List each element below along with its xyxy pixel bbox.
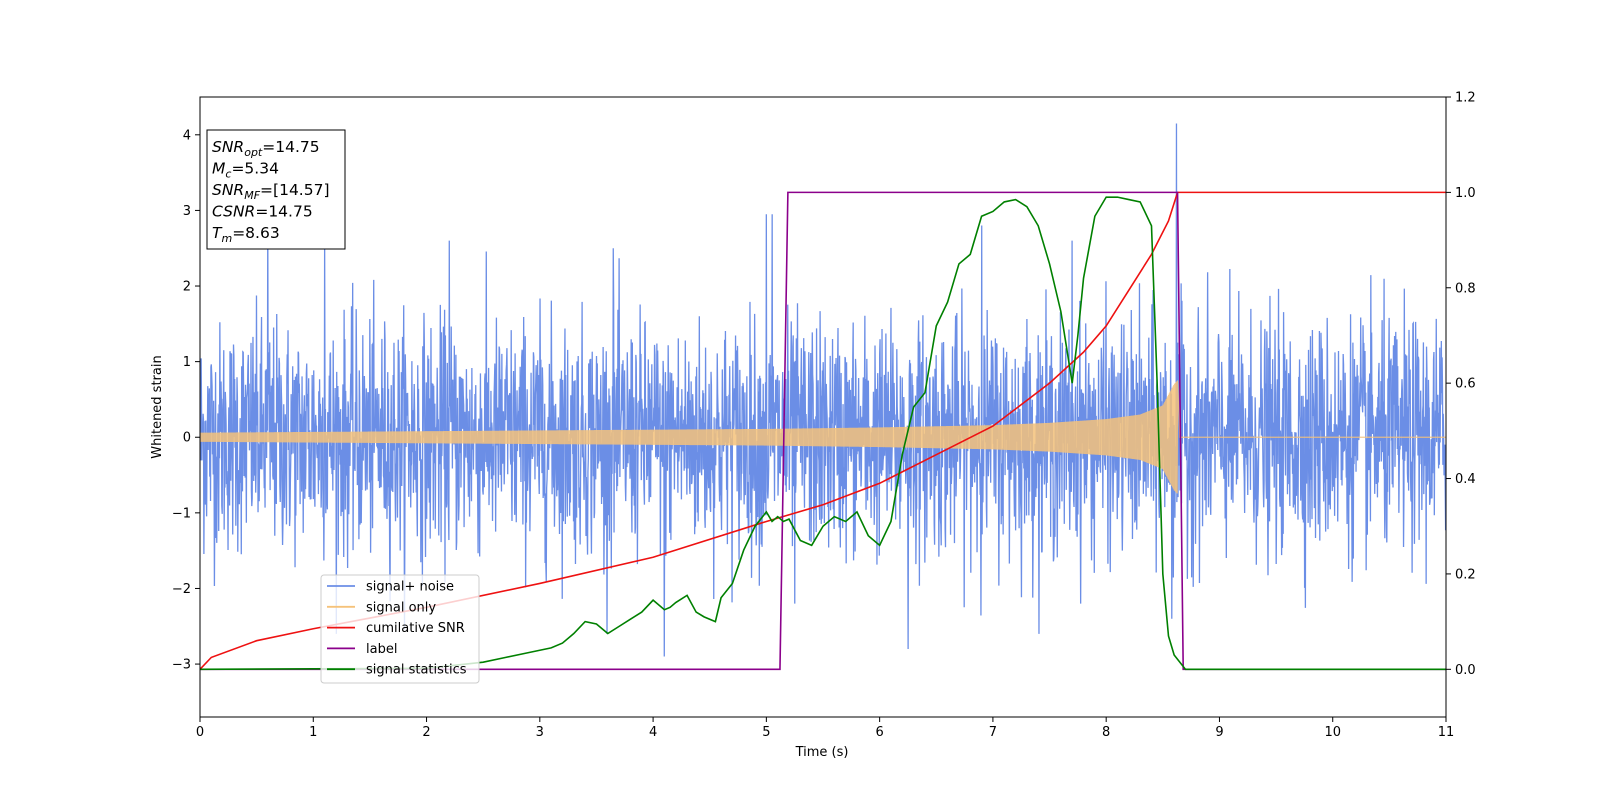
y-tick-label: 0 xyxy=(183,431,191,446)
legend-cumulative-snr: cumilative SNR xyxy=(366,621,465,636)
info-box-line: Tm=8.63 xyxy=(212,224,280,245)
y-axis-label: Whitened strain xyxy=(150,355,165,458)
x-tick-label: 7 xyxy=(989,725,997,740)
x-axis-label: Time (s) xyxy=(795,745,849,760)
y2-tick-label: 0.4 xyxy=(1455,472,1476,487)
legend-signal-noise: signal+ noise xyxy=(366,580,454,595)
info-box-line: CSNR=14.75 xyxy=(212,203,313,221)
info-box xyxy=(206,129,346,250)
y2-tick-label: 0.8 xyxy=(1455,281,1476,296)
x-tick-label: 4 xyxy=(649,725,657,740)
y2-tick-label: 0.0 xyxy=(1455,663,1476,678)
x-tick-label: 0 xyxy=(196,725,204,740)
y-tick-label: 1 xyxy=(183,355,191,370)
info-box-line: SNRMF=[14.57] xyxy=(212,181,330,202)
legend-signal-only: signal only xyxy=(366,600,436,615)
y-tick-label: −3 xyxy=(172,658,191,673)
y2-tick-label: 1.0 xyxy=(1455,186,1476,201)
y-tick-label: 3 xyxy=(183,204,191,219)
legend-signal-statistics: signal statistics xyxy=(366,663,467,678)
x-tick-label: 2 xyxy=(422,725,430,740)
info-box-line: SNRopt=14.75 xyxy=(212,138,320,159)
x-tick-label: 9 xyxy=(1215,725,1223,740)
y2-tick-label: 0.6 xyxy=(1455,377,1476,392)
y-tick-label: 2 xyxy=(183,280,191,295)
legend-label: label xyxy=(366,642,397,657)
series-signal-only xyxy=(200,380,1446,494)
x-tick-label: 6 xyxy=(875,725,883,740)
legend xyxy=(320,574,480,684)
x-tick-label: 3 xyxy=(536,725,544,740)
x-tick-label: 10 xyxy=(1324,725,1341,740)
plot-frame xyxy=(199,96,1447,718)
y2-tick-label: 1.2 xyxy=(1455,91,1476,106)
y-tick-label: −2 xyxy=(172,582,191,597)
x-tick-label: 5 xyxy=(762,725,770,740)
x-tick-label: 8 xyxy=(1102,725,1110,740)
y-tick-label: −1 xyxy=(172,506,191,521)
x-tick-label: 1 xyxy=(309,725,317,740)
series-signal-noise xyxy=(200,123,1446,657)
series-signal-statistics xyxy=(200,196,1446,671)
y2-tick-label: 0.2 xyxy=(1455,567,1476,582)
x-tick-label: 11 xyxy=(1438,725,1455,740)
y-tick-label: 4 xyxy=(183,128,191,143)
info-box-line: Mc=5.34 xyxy=(212,160,279,181)
